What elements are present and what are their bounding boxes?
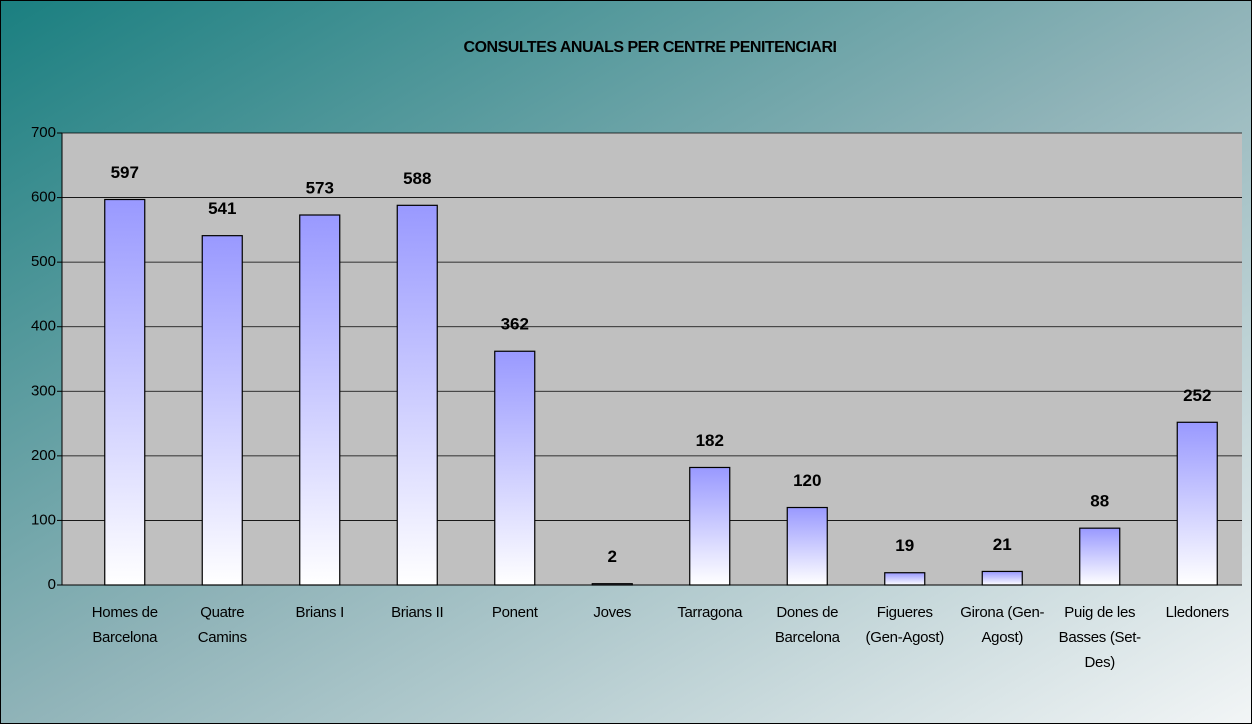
bar [396,204,438,586]
x-tick-label: Homes de Barcelona [91,604,158,646]
x-tick-label: Puig de les Basses (Set-Des) [1058,604,1142,671]
y-tick-label: 700 [31,124,56,141]
bar [299,214,341,586]
value-label: 362 [501,315,529,334]
value-label: 2 [608,547,617,566]
bar [689,466,731,586]
value-label: 252 [1183,386,1211,405]
x-tick-label: Quatre Camins [197,604,247,646]
value-label: 588 [403,169,431,188]
y-tick-label: 500 [31,253,56,270]
x-tick-label: Dones de Barcelona [774,604,840,646]
chart-title: CONSULTES ANUALS PER CENTRE PENITENCIARI [464,39,837,56]
x-tick-label: Tarragona [677,604,743,621]
y-tick-label: 300 [31,382,56,399]
x-tick-label: Girona (Gen-Agost) [960,604,1045,646]
x-tick-label: Brians II [391,604,444,621]
bar [1176,421,1218,586]
y-tick-label: 400 [31,318,56,335]
x-tick-label: Ponent [491,604,538,621]
bar [884,572,926,586]
x-tick-label: Figueres (Gen-Agost) [865,604,945,646]
value-label: 597 [111,163,139,182]
bar [786,506,828,586]
bar [201,235,243,586]
x-tick-label: Lledoners [1165,604,1229,621]
value-label: 573 [306,178,334,197]
bar [591,583,633,586]
x-tick-label: Joves [593,604,632,621]
y-tick-label: 0 [48,576,56,593]
y-tick-label: 200 [31,447,56,464]
bar [1079,527,1121,586]
bar [104,198,146,586]
value-label: 182 [696,431,724,450]
value-label: 88 [1090,492,1109,511]
bar [981,570,1023,586]
y-tick-label: 100 [31,511,56,528]
value-label: 120 [793,471,821,490]
plot-area [62,133,1242,585]
x-tick-label: Brians I [295,604,345,621]
value-label: 21 [993,535,1012,554]
bar [494,350,536,586]
y-tick-label: 600 [31,189,56,206]
value-label: 19 [895,536,914,555]
value-label: 541 [208,199,236,218]
